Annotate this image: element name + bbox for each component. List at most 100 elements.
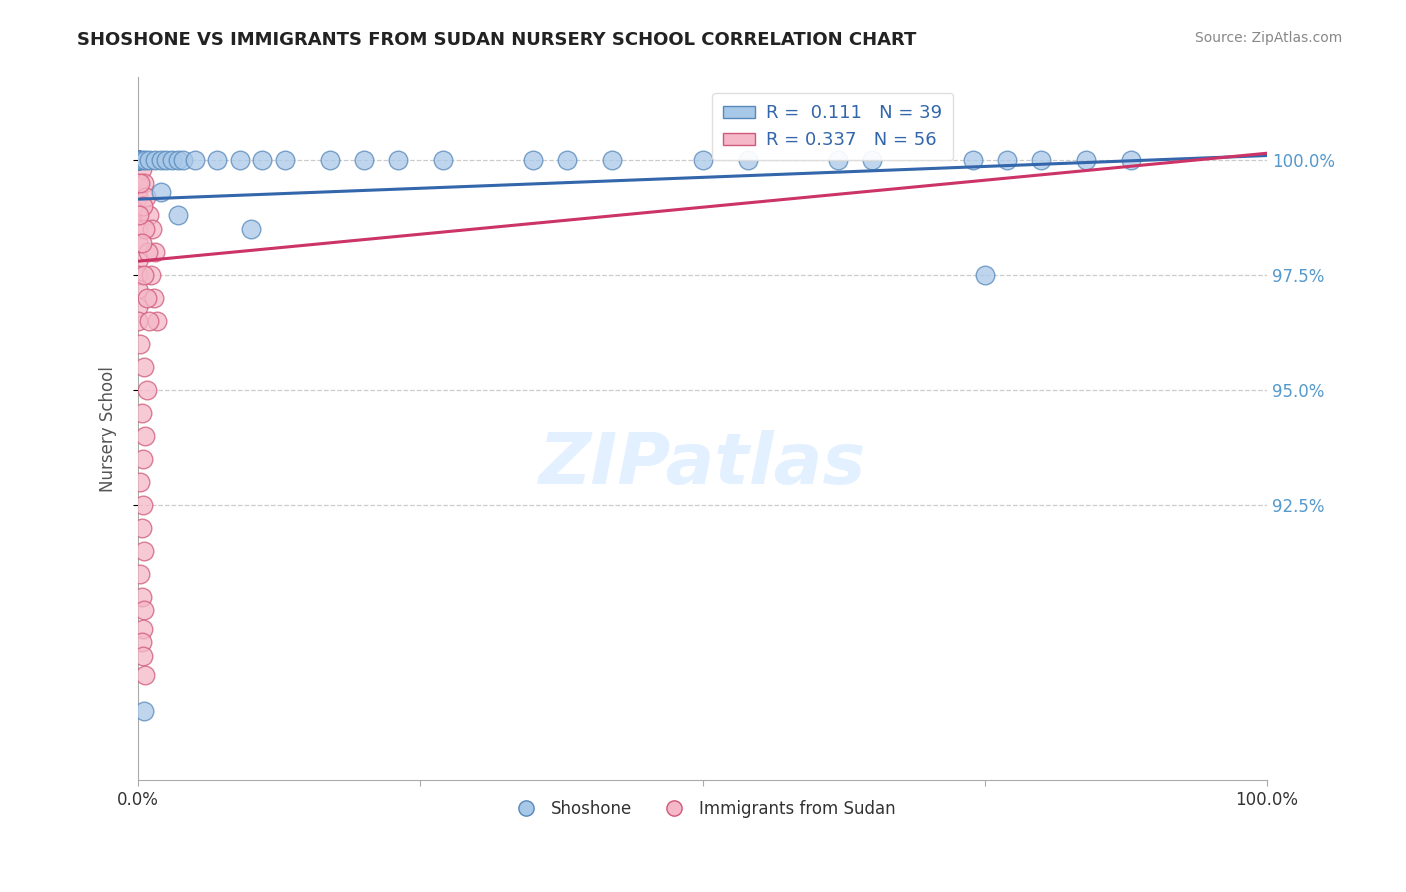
Point <box>136 291 159 305</box>
Point <box>166 153 188 168</box>
Point <box>127 153 149 168</box>
Point <box>132 705 155 719</box>
Point <box>962 153 984 168</box>
Point <box>129 337 152 351</box>
Point <box>143 291 166 305</box>
Point <box>127 153 149 168</box>
Point <box>1076 153 1098 168</box>
Point <box>129 475 152 489</box>
Point <box>131 235 153 250</box>
Point <box>353 153 375 168</box>
Point <box>274 153 297 168</box>
Point <box>132 543 155 558</box>
Point <box>131 451 153 466</box>
Point <box>127 153 149 168</box>
Point <box>240 222 263 236</box>
Point <box>155 153 177 168</box>
Point <box>131 498 153 512</box>
Point <box>138 314 160 328</box>
Point <box>127 153 149 168</box>
Point <box>127 153 149 168</box>
Point <box>127 153 149 168</box>
Point <box>127 153 149 168</box>
Point <box>138 245 160 260</box>
Point <box>131 590 153 604</box>
Point <box>432 153 454 168</box>
Point <box>127 254 149 268</box>
Point <box>127 235 149 250</box>
Point <box>139 268 162 282</box>
Legend: Shoshone, Immigrants from Sudan: Shoshone, Immigrants from Sudan <box>503 793 903 825</box>
Point <box>127 153 149 168</box>
Point <box>134 153 156 168</box>
Point <box>127 153 149 168</box>
Point <box>160 153 183 168</box>
Point <box>127 300 149 314</box>
Point <box>134 429 156 443</box>
Point <box>600 153 623 168</box>
Point <box>127 222 149 236</box>
Text: ZIPatlas: ZIPatlas <box>538 430 866 499</box>
Point <box>127 153 149 168</box>
Point <box>127 153 149 168</box>
Point <box>319 153 342 168</box>
Point <box>146 314 169 328</box>
Point <box>132 176 155 190</box>
Point <box>127 153 149 168</box>
Point <box>141 222 163 236</box>
Point <box>134 667 156 681</box>
Point <box>205 153 228 168</box>
Point <box>127 153 149 168</box>
Point <box>737 153 759 168</box>
Point <box>166 208 188 222</box>
Point <box>136 383 159 397</box>
Point <box>135 190 157 204</box>
Point <box>252 153 274 168</box>
Text: Source: ZipAtlas.com: Source: ZipAtlas.com <box>1195 31 1343 45</box>
Point <box>132 603 155 617</box>
Point <box>143 153 166 168</box>
Point <box>128 208 150 222</box>
Point <box>172 153 194 168</box>
Point <box>127 208 149 222</box>
Point <box>127 153 149 168</box>
Point <box>131 199 153 213</box>
Point <box>127 190 149 204</box>
Point <box>127 153 149 168</box>
Point <box>129 176 152 190</box>
Point <box>692 153 714 168</box>
Point <box>973 268 995 282</box>
Point <box>555 153 578 168</box>
Point <box>229 153 252 168</box>
Point <box>522 153 544 168</box>
Point <box>138 153 160 168</box>
Point <box>127 153 149 168</box>
Point <box>1121 153 1143 168</box>
Point <box>127 282 149 296</box>
Point <box>387 153 409 168</box>
Point <box>134 222 156 236</box>
Point <box>131 153 153 168</box>
Point <box>143 245 166 260</box>
Point <box>131 622 153 636</box>
Point <box>127 153 149 168</box>
Point <box>129 566 152 581</box>
Point <box>127 153 149 168</box>
Point <box>131 406 153 420</box>
Point <box>1031 153 1053 168</box>
Point <box>127 153 149 168</box>
Point <box>138 208 160 222</box>
Point <box>860 153 883 168</box>
Text: SHOSHONE VS IMMIGRANTS FROM SUDAN NURSERY SCHOOL CORRELATION CHART: SHOSHONE VS IMMIGRANTS FROM SUDAN NURSER… <box>77 31 917 49</box>
Point <box>127 314 149 328</box>
Point <box>132 268 155 282</box>
Point <box>127 153 149 168</box>
Point <box>132 359 155 374</box>
Point <box>995 153 1018 168</box>
Point <box>149 153 172 168</box>
Point <box>127 268 149 282</box>
Point <box>827 153 849 168</box>
Point <box>131 649 153 664</box>
Point <box>131 521 153 535</box>
Point <box>131 635 153 649</box>
